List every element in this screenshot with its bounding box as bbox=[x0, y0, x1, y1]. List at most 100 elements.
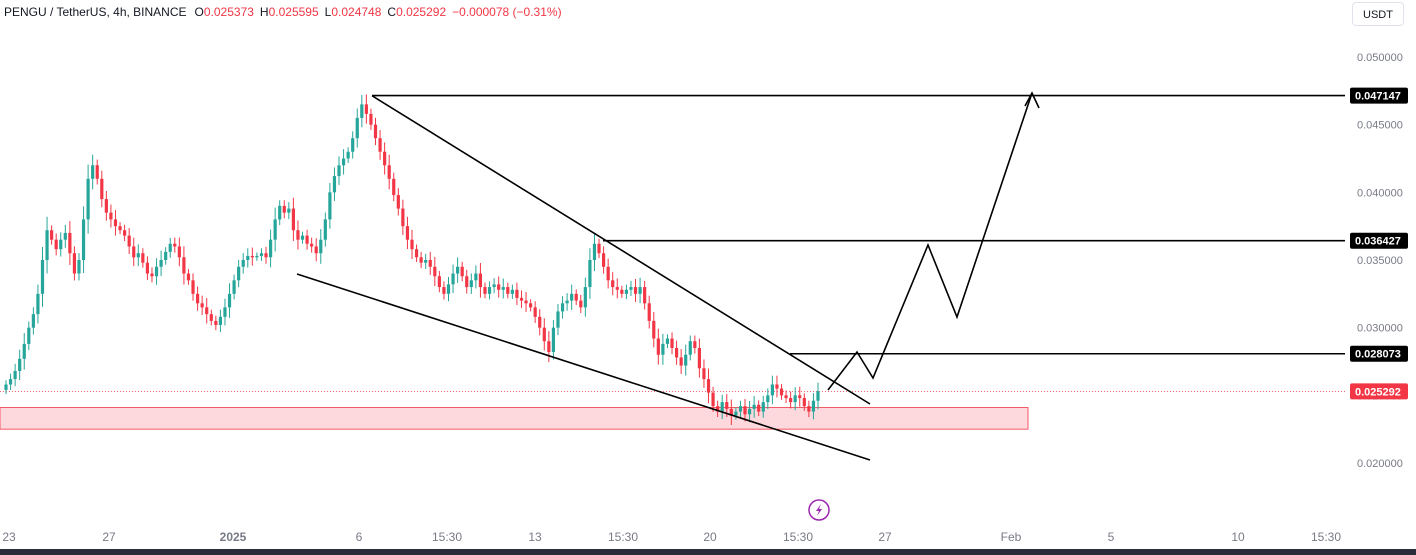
candle bbox=[793, 387, 797, 411]
candle bbox=[159, 250, 163, 277]
candle bbox=[209, 309, 213, 326]
time-tick-label: 15:30 bbox=[1311, 530, 1341, 544]
candle bbox=[570, 284, 574, 310]
candle bbox=[186, 269, 191, 285]
candle bbox=[716, 400, 720, 418]
candle bbox=[205, 298, 209, 324]
candle bbox=[816, 382, 820, 410]
candle bbox=[533, 301, 537, 324]
candle bbox=[734, 407, 738, 420]
candle bbox=[428, 251, 432, 275]
candle bbox=[679, 349, 683, 374]
candle bbox=[620, 285, 624, 298]
candle bbox=[601, 246, 606, 274]
candle bbox=[50, 225, 54, 245]
candle bbox=[615, 278, 619, 299]
candle bbox=[770, 375, 774, 405]
candle bbox=[579, 294, 583, 314]
candle bbox=[574, 289, 578, 306]
candle bbox=[255, 252, 259, 261]
projection-path[interactable] bbox=[827, 92, 1033, 391]
candle bbox=[597, 238, 601, 259]
candle bbox=[332, 167, 337, 201]
projection-arrowhead bbox=[1024, 91, 1040, 109]
candle bbox=[706, 368, 711, 404]
price-label: 0.025292 bbox=[1350, 383, 1408, 400]
lightning-icon[interactable] bbox=[808, 499, 830, 521]
candle bbox=[560, 296, 565, 319]
candle bbox=[182, 246, 186, 285]
candle bbox=[629, 280, 633, 296]
candle bbox=[195, 286, 200, 311]
candle bbox=[77, 253, 81, 281]
time-tick-label: Feb bbox=[1001, 530, 1022, 544]
high-label: H bbox=[259, 5, 269, 19]
candle bbox=[697, 338, 701, 378]
price-tick-label: 0.035000 bbox=[1357, 255, 1403, 267]
candle bbox=[8, 373, 13, 390]
candle bbox=[743, 399, 747, 422]
candle bbox=[492, 278, 496, 294]
wedge-lower-trendline[interactable] bbox=[296, 273, 871, 461]
candle bbox=[652, 312, 656, 348]
candle bbox=[811, 393, 816, 420]
candle bbox=[802, 393, 806, 411]
candle bbox=[68, 221, 72, 266]
candle bbox=[291, 197, 295, 242]
candle bbox=[337, 156, 341, 185]
candle bbox=[214, 315, 218, 331]
wedge-upper-trendline[interactable] bbox=[371, 95, 871, 405]
candle bbox=[766, 388, 770, 410]
candle bbox=[688, 335, 692, 361]
candle bbox=[446, 276, 451, 302]
candle bbox=[4, 380, 8, 395]
candle bbox=[738, 400, 743, 418]
candle bbox=[264, 246, 268, 264]
candle bbox=[656, 328, 660, 365]
candle bbox=[784, 390, 788, 403]
candle bbox=[154, 258, 159, 285]
support-zone[interactable] bbox=[0, 407, 1029, 430]
candle bbox=[177, 237, 181, 267]
candle bbox=[547, 331, 551, 363]
currency-button[interactable]: USDT bbox=[1352, 2, 1404, 26]
svg-text:0.047147: 0.047147 bbox=[1355, 91, 1401, 103]
candle bbox=[401, 199, 405, 236]
candle bbox=[538, 309, 542, 336]
candle bbox=[27, 321, 31, 351]
time-tick-label: 15:30 bbox=[608, 530, 638, 544]
candle bbox=[113, 210, 118, 236]
time-tick-label: 27 bbox=[102, 530, 116, 544]
candle bbox=[501, 278, 505, 299]
svg-text:0.036427: 0.036427 bbox=[1355, 236, 1401, 248]
price-tick-label: 0.050000 bbox=[1357, 52, 1403, 64]
candle bbox=[419, 251, 423, 269]
candle bbox=[456, 257, 460, 283]
candle bbox=[465, 269, 469, 294]
candle bbox=[227, 283, 232, 318]
candle bbox=[351, 131, 355, 159]
candle bbox=[761, 395, 765, 418]
candle bbox=[54, 233, 58, 256]
candle bbox=[59, 232, 63, 257]
candle bbox=[36, 284, 40, 324]
candle bbox=[305, 229, 309, 250]
time-tick-label: 6 bbox=[356, 530, 363, 544]
candle bbox=[328, 182, 332, 229]
candle bbox=[341, 149, 346, 175]
symbol-title[interactable]: PENGU / TetherUS, 4h, BINANCE bbox=[4, 5, 187, 19]
candle bbox=[556, 304, 560, 336]
candle bbox=[565, 293, 569, 311]
candle bbox=[606, 258, 610, 289]
close-label: C bbox=[387, 5, 397, 19]
candle bbox=[437, 271, 441, 293]
candle bbox=[506, 282, 510, 299]
candle bbox=[355, 108, 359, 148]
high-value: 0.025595 bbox=[268, 5, 319, 19]
candle bbox=[747, 400, 752, 423]
candle bbox=[510, 284, 514, 300]
open-value: 0.025373 bbox=[203, 5, 254, 19]
candle bbox=[282, 200, 286, 219]
candle bbox=[191, 273, 195, 301]
